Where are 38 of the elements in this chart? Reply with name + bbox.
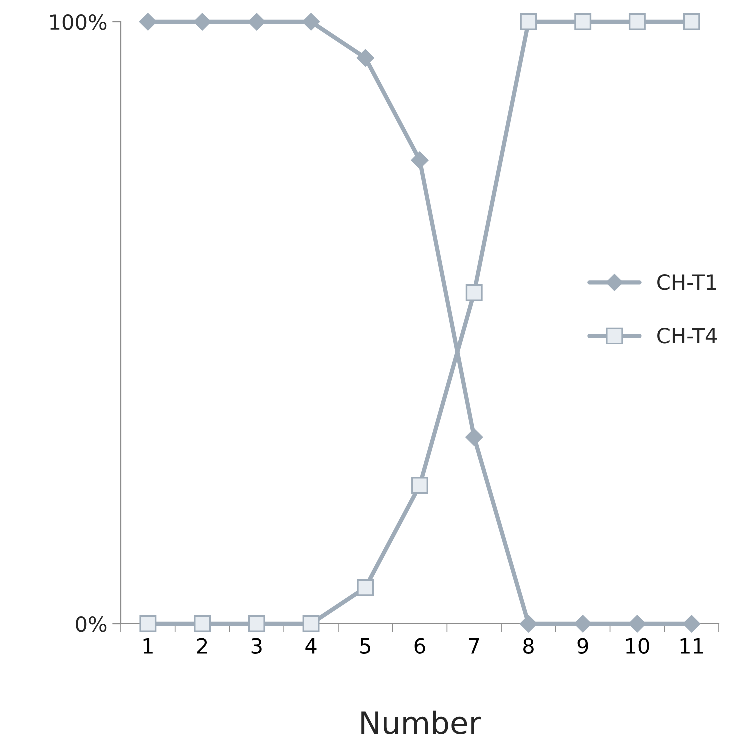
point — [683, 615, 701, 633]
point — [302, 13, 320, 31]
point — [302, 616, 320, 632]
x-tick-label: 5 — [360, 638, 370, 654]
x-tick-label: 11 — [680, 638, 704, 654]
x-tick-label: 9 — [578, 638, 588, 654]
point — [574, 14, 592, 30]
point — [356, 49, 374, 67]
point — [248, 13, 266, 31]
y-tick-label: 100% — [50, 14, 107, 30]
point — [140, 616, 157, 632]
point — [194, 13, 212, 31]
x-tick-label: 10 — [626, 638, 650, 654]
point — [412, 477, 428, 494]
point — [628, 615, 646, 633]
point — [466, 284, 483, 302]
point — [248, 616, 266, 632]
x-tick-label: 6 — [414, 638, 426, 654]
point — [357, 579, 374, 596]
point — [574, 615, 592, 633]
legend-label: CH-T1 — [658, 274, 716, 290]
x-tick-label: 1 — [144, 638, 153, 654]
point — [520, 14, 538, 30]
point — [194, 616, 212, 632]
y-tick-label: 0% — [76, 616, 107, 632]
point — [520, 615, 538, 633]
legend-label: CH-T4 — [658, 328, 718, 344]
x-tick-label: 7 — [469, 638, 480, 654]
point — [628, 14, 646, 30]
x-tick-label: 4 — [306, 638, 317, 654]
x-tick-label: 3 — [252, 638, 262, 654]
x-axis-title: Number — [362, 710, 482, 734]
point — [411, 152, 429, 170]
x-tick-label: 8 — [524, 638, 534, 654]
x-tick-label: 2 — [197, 638, 208, 654]
point — [466, 428, 484, 446]
point — [139, 13, 157, 31]
point — [683, 14, 700, 30]
